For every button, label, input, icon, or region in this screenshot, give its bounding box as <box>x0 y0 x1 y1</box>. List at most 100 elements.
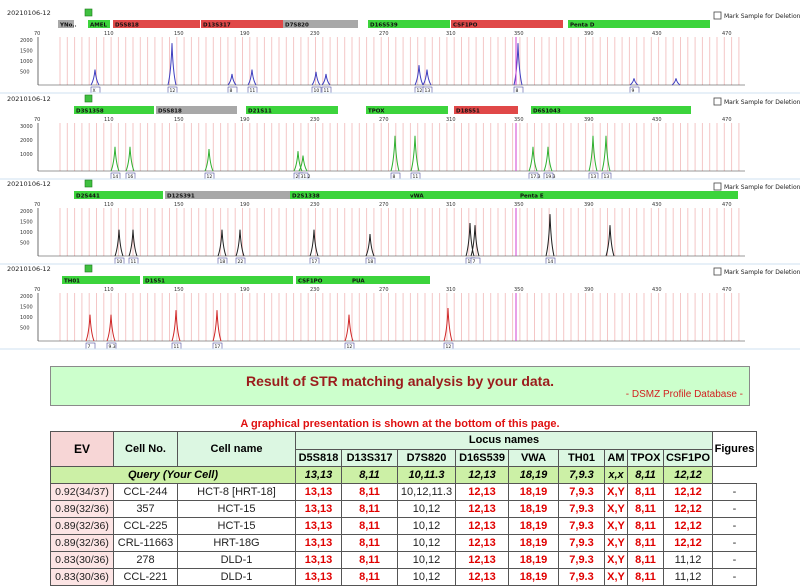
allele-value: 8,11 <box>341 534 398 552</box>
size-tick: 430 <box>652 202 662 208</box>
y-tick: 2000 <box>20 38 33 44</box>
sample-date: 20210106-12 <box>7 9 51 17</box>
sample-panel: 20210106-12 Mark Sample for Deletion D2S44… <box>0 179 800 265</box>
locus-label: D5S818 <box>158 109 182 115</box>
locus-bar <box>408 191 519 199</box>
cell-name: HCT-8 [HRT-18] <box>177 483 296 501</box>
locus-header: CSF1PO <box>663 448 713 467</box>
size-tick: 150 <box>174 202 184 208</box>
sample-panel: 20210106-12 Mark Sample for Deletion TH01 D… <box>0 264 800 350</box>
size-tick: 470 <box>722 287 732 293</box>
locus-label: D16S539 <box>370 23 398 29</box>
allele-value: 18,19 <box>508 568 559 586</box>
allele-call: 9.3 <box>109 344 116 350</box>
allele-peak <box>110 146 120 172</box>
size-tick: 150 <box>174 117 184 123</box>
allele-value: X,Y <box>604 500 628 518</box>
allele-value: 18,19 <box>508 483 559 501</box>
allele-call: 17 <box>215 344 221 350</box>
locus-header-row: D5S818 D13S317 D7S820 D16S539 VWA TH01 AM TPOX C… <box>51 448 757 467</box>
mark-deletion-checkbox <box>713 11 722 20</box>
locus-label: D13S317 <box>203 23 231 29</box>
query-allele: 10,11.3 <box>397 466 456 484</box>
mark-deletion-checkbox <box>713 267 722 276</box>
size-tick: 110 <box>104 202 114 208</box>
allele-value: 10,12 <box>397 551 456 569</box>
allele-value: 13,13 <box>295 534 342 552</box>
locus-label: TPOX <box>368 109 385 115</box>
allele-value: 7,9.3 <box>558 517 605 535</box>
locus-bar <box>246 106 338 114</box>
locus-bar <box>368 20 450 28</box>
locus-bar <box>366 106 448 114</box>
allele-value: 13,13 <box>295 500 342 518</box>
allele-value: 7,9.3 <box>558 500 605 518</box>
allele-value: 8,11 <box>341 517 398 535</box>
allele-call: 8 <box>230 88 233 94</box>
allele-value: 18,19 <box>508 534 559 552</box>
allele-peak <box>543 146 553 172</box>
table-row: 0.92(34/37) CCL-244 HCT-8 [HRT-18] 13,13 8,1… <box>50 483 757 501</box>
allele-value: X,Y <box>604 517 628 535</box>
figure-link: - <box>712 568 757 586</box>
allele-value: 12,12 <box>663 483 713 501</box>
allele-call: 12 <box>207 174 213 180</box>
allele-call: 22 <box>238 259 244 265</box>
allele-value: 12,13 <box>455 534 509 552</box>
allele-value: 8,11 <box>627 500 664 518</box>
y-tick: 1500 <box>20 305 33 311</box>
locus-header: D7S820 <box>397 448 456 467</box>
locus-bar <box>74 191 163 199</box>
allele-value: X,Y <box>604 534 628 552</box>
allele-call: 12 <box>417 88 423 94</box>
allele-peak <box>470 225 480 257</box>
mark-deletion-checkbox <box>713 97 722 106</box>
database-source: - DSMZ Profile Database - <box>625 389 743 400</box>
allele-value: 12,13 <box>455 500 509 518</box>
allele-value: 11,12 <box>663 568 713 586</box>
allele-peak <box>671 78 681 86</box>
y-tick: 3000 <box>20 124 33 130</box>
sample-date: 20210106-12 <box>7 95 51 103</box>
locus-bar <box>165 191 307 199</box>
size-tick: 230 <box>310 202 320 208</box>
locus-header: TPOX <box>627 448 664 467</box>
size-tick: 310 <box>446 287 456 293</box>
allele-peak <box>528 146 538 172</box>
locus-label: D6S1043 <box>533 109 561 115</box>
allele-peak <box>605 225 615 257</box>
size-tick: 270 <box>379 117 389 123</box>
y-tick: 1000 <box>20 230 33 236</box>
y-tick: 2000 <box>20 138 33 144</box>
sample-date: 20210106-12 <box>7 265 51 273</box>
sample-date: 20210106-12 <box>7 180 51 188</box>
locus-bar <box>143 276 293 284</box>
allele-call: 7 <box>473 259 476 265</box>
locus-bar <box>531 106 691 114</box>
mark-deletion-label: Mark Sample for Deletion <box>724 184 800 191</box>
allele-call: 13 <box>604 174 610 180</box>
ev-value: 0.83(30/36) <box>50 551 114 569</box>
allele-peak <box>235 229 245 257</box>
allele-peak <box>390 135 400 172</box>
allele-value: 8,11 <box>341 551 398 569</box>
ev-header: EV <box>50 431 114 467</box>
allele-peak <box>114 229 124 257</box>
allele-value: 7,9.3 <box>558 483 605 501</box>
figures-header: Figures <box>712 431 757 467</box>
ev-value: 0.83(30/36) <box>50 568 114 586</box>
ev-value: 0.92(34/37) <box>50 483 114 501</box>
allele-peak <box>588 135 598 172</box>
locus-bar <box>451 20 563 28</box>
allele-value: 10,12 <box>397 517 456 535</box>
allele-value: X,Y <box>604 568 628 586</box>
mark-deletion-label: Mark Sample for Deletion <box>724 99 800 106</box>
y-tick: 2000 <box>20 209 33 215</box>
y-tick: 500 <box>20 326 30 332</box>
size-tick: 110 <box>104 117 114 123</box>
allele-peak <box>601 135 611 172</box>
allele-peak <box>247 69 257 86</box>
size-tick: 390 <box>584 287 594 293</box>
allele-peak <box>465 222 475 257</box>
allele-value: 8,11 <box>627 517 664 535</box>
